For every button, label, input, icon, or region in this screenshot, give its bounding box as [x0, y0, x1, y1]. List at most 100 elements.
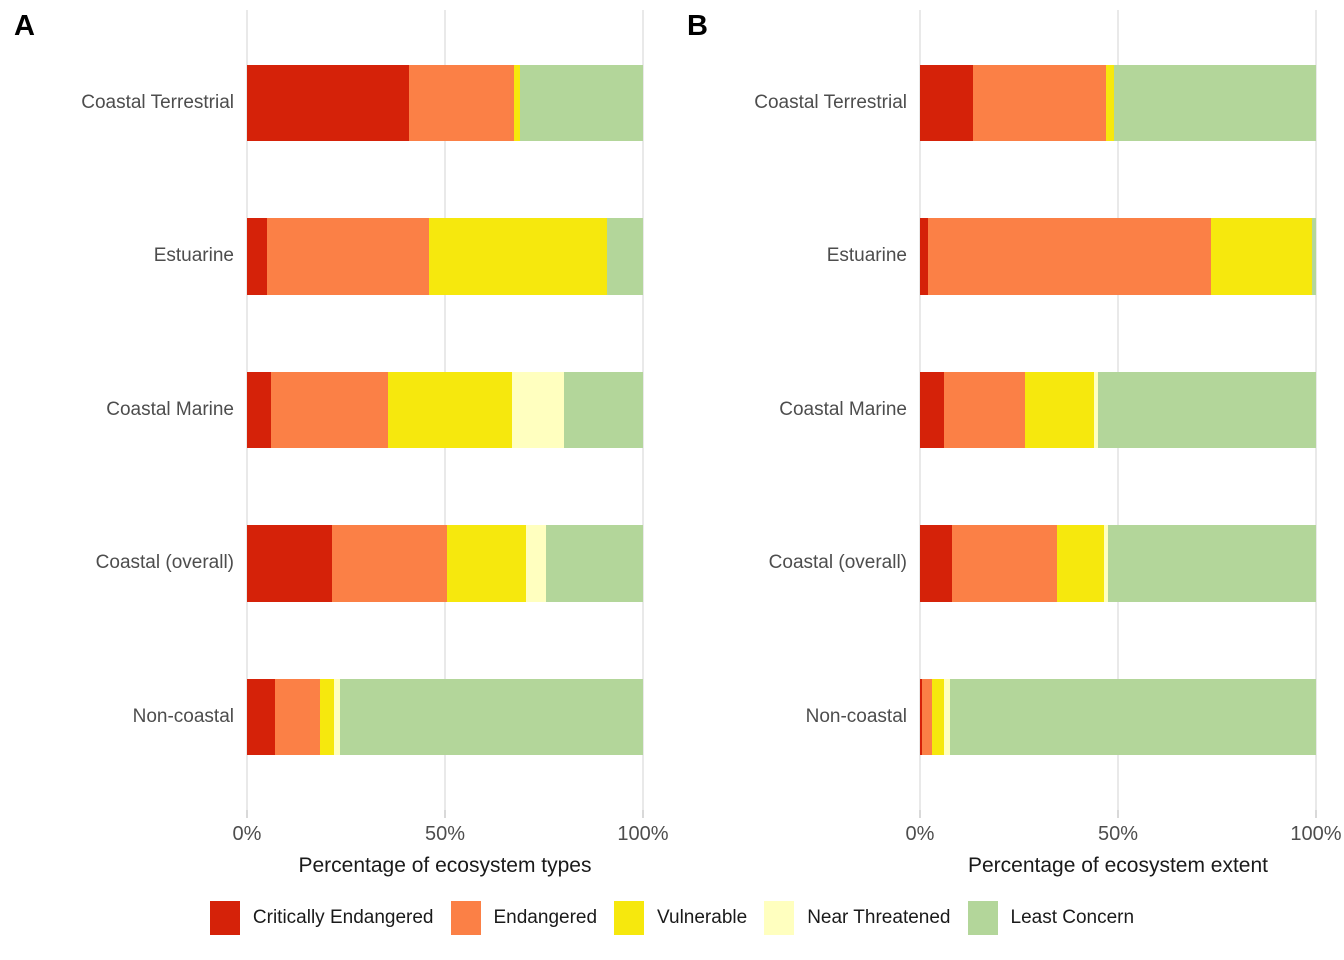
bar-segment-endangered: [927, 218, 1212, 295]
category-label-coastal-overall: Coastal (overall): [768, 552, 907, 574]
x-tick-label-0: 0%: [905, 823, 935, 845]
x-tick-mark-50: [1117, 810, 1119, 818]
panel-b: B Coastal Terrestrial Estuarine Coastal Ma…: [673, 10, 1344, 900]
bar-segment-least-concern: [607, 218, 643, 295]
legend-label-vulnerable: Vulnerable: [657, 907, 748, 928]
bar-segment-least-concern: [563, 371, 643, 448]
bar-segment-critically-endangered: [920, 218, 928, 295]
bar-segment-least-concern: [545, 525, 643, 602]
stacked-bar-non-coastal: [920, 678, 1316, 755]
stacked-bar-coastal-terrestrial: [920, 64, 1316, 141]
legend-swatch-least-concern: [967, 901, 998, 935]
stacked-bar-estuarine: [247, 218, 643, 295]
gridline-100: [1315, 10, 1317, 810]
category-label-estuarine: Estuarine: [826, 245, 907, 267]
bar-segment-vulnerable: [387, 371, 513, 448]
x-tick-label-100: 100%: [1290, 823, 1342, 845]
bar-segment-least-concern: [340, 678, 643, 755]
bar-segment-endangered: [973, 64, 1107, 141]
x-tick-label-50: 50%: [1097, 823, 1139, 845]
bar-segment-least-concern: [1114, 64, 1316, 141]
bar-row-coastal-marine: Coastal Marine: [0, 333, 643, 487]
legend-label-endangered: Endangered: [493, 907, 598, 928]
panel-a: A Coastal Terrestrial Estuarine Coastal Ma…: [0, 10, 671, 900]
bar-segment-vulnerable: [1056, 525, 1105, 602]
stacked-bar-coastal-overall: [247, 525, 643, 602]
legend-swatch-vulnerable: [614, 901, 645, 935]
bar-row-coastal-overall: Coastal (overall): [0, 487, 643, 641]
bar-segment-endangered: [332, 525, 447, 602]
x-tick-mark-100: [642, 810, 644, 818]
stacked-bar-coastal-marine: [247, 371, 643, 448]
bar-segment-endangered: [274, 678, 321, 755]
bar-row-coastal-terrestrial: Coastal Terrestrial: [673, 26, 1316, 180]
bar-segment-near-threatened: [526, 525, 546, 602]
bar-row-coastal-marine: Coastal Marine: [673, 333, 1316, 487]
x-tick-label-50: 50%: [424, 823, 466, 845]
bar-segment-critically-endangered: [920, 525, 952, 602]
stacked-bar-coastal-marine: [920, 371, 1316, 448]
legend-swatch-endangered: [450, 901, 481, 935]
bar-row-coastal-terrestrial: Coastal Terrestrial: [0, 26, 643, 180]
bar-segment-least-concern: [1312, 218, 1316, 295]
stacked-bar-estuarine: [920, 218, 1316, 295]
bar-segment-critically-endangered: [247, 678, 275, 755]
bar-segment-vulnerable: [446, 525, 527, 602]
legend-item-least-concern: Least Concern: [967, 901, 1135, 935]
stacked-bar-non-coastal: [247, 678, 643, 755]
bar-segment-near-threatened: [512, 371, 564, 448]
bar-segment-critically-endangered: [920, 678, 922, 755]
bar-segment-least-concern: [1108, 525, 1316, 602]
bar-segment-critically-endangered: [247, 218, 267, 295]
bar-segment-endangered: [270, 371, 388, 448]
legend-item-endangered: Endangered: [450, 901, 598, 935]
bar-rows: Coastal Terrestrial Estuarine Coastal Mari…: [0, 10, 643, 810]
bar-segment-vulnerable: [429, 218, 608, 295]
category-label-coastal-marine: Coastal Marine: [106, 398, 234, 420]
legend-label-least-concern: Least Concern: [1010, 907, 1135, 928]
category-label-estuarine: Estuarine: [153, 245, 234, 267]
bar-segment-vulnerable: [514, 64, 521, 141]
bar-segment-near-threatened: [1094, 371, 1099, 448]
bar-segment-critically-endangered: [247, 525, 333, 602]
bar-row-non-coastal: Non-coastal: [673, 640, 1316, 794]
bar-segment-endangered: [921, 678, 932, 755]
legend-item-near-threatened: Near Threatened: [764, 901, 951, 935]
bar-segment-least-concern: [949, 678, 1316, 755]
legend: Critically Endangered Endangered Vulnerabl…: [0, 901, 1344, 935]
stacked-bar-coastal-overall: [920, 525, 1316, 602]
bar-segment-near-threatened: [334, 678, 341, 755]
bar-segment-vulnerable: [1211, 218, 1312, 295]
legend-swatch-near-threatened: [764, 901, 795, 935]
category-label-coastal-overall: Coastal (overall): [95, 552, 234, 574]
x-axis-title: Percentage of ecosystem types: [298, 854, 592, 877]
x-tick-mark-100: [1315, 810, 1317, 818]
category-label-coastal-terrestrial: Coastal Terrestrial: [81, 91, 234, 113]
legend-label-critically-endangered: Critically Endangered: [252, 907, 434, 928]
legend-item-critically-endangered: Critically Endangered: [209, 901, 434, 935]
bar-row-estuarine: Estuarine: [673, 180, 1316, 334]
x-tick-mark-50: [444, 810, 446, 818]
bar-segment-near-threatened: [1104, 525, 1109, 602]
x-tick-label-0: 0%: [232, 823, 262, 845]
bar-segment-least-concern: [520, 64, 643, 141]
bar-segment-endangered: [409, 64, 515, 141]
x-tick-mark-0: [246, 810, 248, 818]
x-axis-title: Percentage of ecosystem extent: [968, 854, 1268, 877]
bar-row-non-coastal: Non-coastal: [0, 640, 643, 794]
legend-swatch-critically-endangered: [209, 901, 240, 935]
bar-rows: Coastal Terrestrial Estuarine Coastal Mari…: [673, 10, 1316, 810]
panel-a-letter: A: [14, 10, 35, 42]
bar-segment-vulnerable: [931, 678, 944, 755]
gridline-100: [642, 10, 644, 810]
bar-segment-critically-endangered: [247, 371, 271, 448]
bar-segment-critically-endangered: [920, 64, 974, 141]
bar-segment-vulnerable: [1106, 64, 1115, 141]
bar-segment-endangered: [951, 525, 1057, 602]
legend-item-vulnerable: Vulnerable: [614, 901, 747, 935]
panel-b-letter: B: [687, 10, 708, 42]
stacked-bar-coastal-terrestrial: [247, 64, 643, 141]
bar-segment-endangered: [266, 218, 430, 295]
category-label-coastal-terrestrial: Coastal Terrestrial: [754, 91, 907, 113]
